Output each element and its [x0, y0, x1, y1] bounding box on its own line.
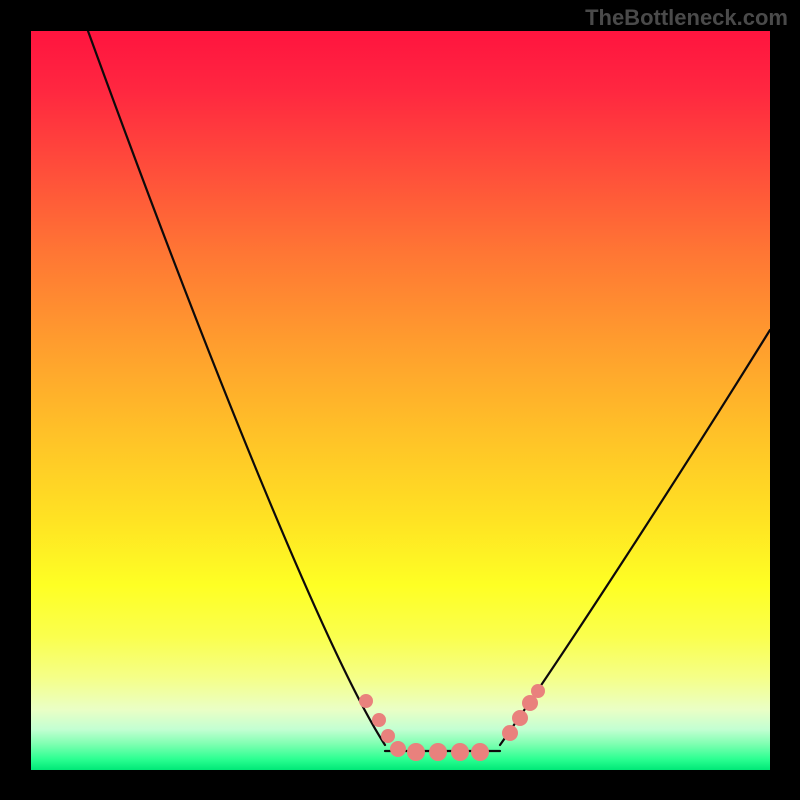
- curve-right: [500, 330, 770, 745]
- marker-dot: [451, 743, 469, 761]
- marker-dot: [359, 694, 373, 708]
- marker-dot: [429, 743, 447, 761]
- marker-dot: [407, 743, 425, 761]
- curve-overlay: [0, 0, 800, 800]
- marker-dot: [531, 684, 545, 698]
- marker-dot: [512, 710, 528, 726]
- marker-dot: [381, 729, 395, 743]
- watermark-text: TheBottleneck.com: [585, 5, 788, 31]
- marker-dot: [502, 725, 518, 741]
- marker-dot: [390, 741, 406, 757]
- curve-left: [88, 31, 385, 745]
- chart-root: TheBottleneck.com: [0, 0, 800, 800]
- marker-dot: [471, 743, 489, 761]
- marker-dot: [372, 713, 386, 727]
